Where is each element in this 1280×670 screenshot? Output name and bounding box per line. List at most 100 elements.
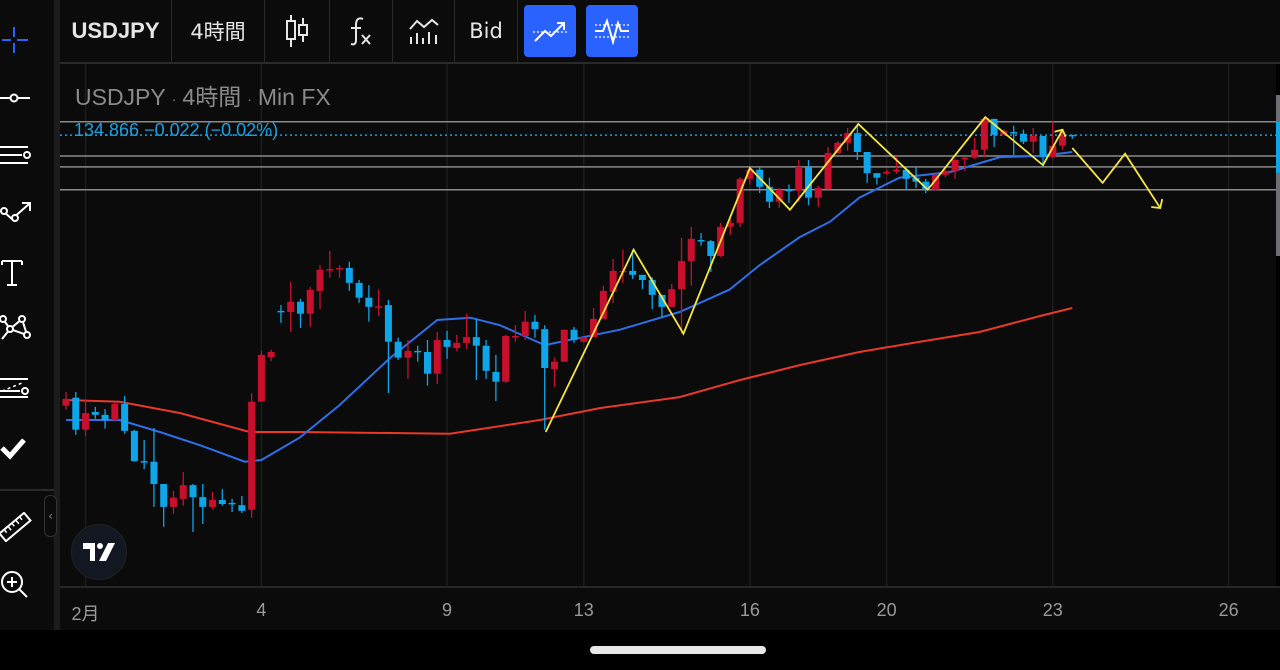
- legend-separator: ·: [171, 90, 177, 107]
- oscillator-button[interactable]: [586, 5, 638, 57]
- tool-parallel-lines[interactable]: [0, 132, 54, 182]
- candle-down: [101, 414, 109, 420]
- candle-down: [355, 282, 363, 298]
- tool-checkmark[interactable]: [0, 424, 54, 474]
- candle-down: [1068, 134, 1076, 137]
- candle-up: [463, 337, 471, 343]
- last-price-readout: 134.866 −0.022 (−0.02%): [74, 120, 279, 140]
- tool-ruler[interactable]: [0, 502, 54, 552]
- tradingview-logo[interactable]: [71, 524, 127, 580]
- candle-up: [551, 361, 558, 370]
- candle-down: [531, 321, 539, 330]
- candle-down: [697, 240, 705, 242]
- price-chart[interactable]: [60, 64, 1276, 586]
- candle-up: [687, 238, 695, 262]
- candle-down: [492, 372, 500, 382]
- fx-icon: [350, 17, 371, 46]
- line-volume-icon: [408, 18, 439, 44]
- candle-up: [971, 149, 979, 158]
- candle-up: [169, 497, 177, 507]
- candle-down: [296, 301, 304, 314]
- candle-up: [287, 301, 295, 312]
- projection-drawing: [1071, 147, 1161, 209]
- checkmark-icon: [0, 438, 26, 460]
- home-indicator[interactable]: [590, 646, 766, 654]
- candle-up: [82, 413, 90, 430]
- candle-down: [541, 329, 549, 368]
- tool-horizontal-line[interactable]: [0, 73, 54, 123]
- candle-up: [961, 157, 969, 160]
- candle-up: [1049, 145, 1057, 158]
- interval-button[interactable]: 4時間: [172, 0, 265, 62]
- candle-down: [384, 305, 392, 342]
- chart-type-button[interactable]: [265, 0, 330, 62]
- candle-up: [951, 160, 959, 171]
- candle-up: [511, 336, 519, 338]
- candle-up: [1059, 136, 1067, 146]
- collapse-toolbar-button[interactable]: ‹: [44, 495, 57, 537]
- symbol-button[interactable]: USDJPY: [60, 0, 172, 62]
- path-arrow-icon: [0, 202, 31, 222]
- candle-down: [863, 152, 871, 174]
- candle-up: [336, 268, 344, 270]
- candle-up: [209, 500, 217, 507]
- candle-up: [404, 350, 412, 358]
- candle-up: [590, 318, 598, 338]
- candle-down: [121, 404, 129, 431]
- candle-down: [1010, 132, 1018, 134]
- zigzag-arrowhead: [1054, 128, 1067, 138]
- candle-up: [678, 261, 686, 290]
- candle-down: [365, 297, 373, 307]
- price-source-button[interactable]: Bid: [455, 0, 518, 62]
- time-axis-label: 20: [876, 600, 897, 620]
- tradingview-logo-icon: [83, 543, 115, 561]
- candle-down: [853, 133, 861, 152]
- trend-arrow-icon: [533, 22, 567, 42]
- candle-down: [218, 500, 226, 504]
- candle-up: [375, 306, 383, 308]
- time-axis-label: 23: [1042, 600, 1063, 620]
- candle-down: [277, 310, 285, 313]
- candle-up: [267, 352, 275, 358]
- candle-up: [726, 222, 734, 227]
- candle-down: [902, 169, 910, 179]
- tool-crosshair[interactable]: [0, 15, 54, 65]
- tool-pattern[interactable]: [0, 305, 54, 355]
- toolbar-separator: [54, 0, 60, 630]
- candle-down: [658, 294, 666, 307]
- candle-up: [257, 354, 265, 402]
- tool-path-arrow[interactable]: [0, 188, 54, 238]
- pattern-icon: [0, 315, 31, 340]
- candle-up: [609, 270, 617, 292]
- oscillator-icon: [595, 17, 629, 45]
- candle-down: [873, 173, 881, 178]
- last-price-scale-marker: [1276, 122, 1280, 173]
- candle-up: [502, 336, 510, 382]
- candle-down: [922, 181, 930, 190]
- candle-down: [160, 484, 168, 507]
- tool-fib-levels[interactable]: [0, 365, 54, 415]
- candle-down: [629, 270, 637, 275]
- chart-legend: USDJPY · 4時間 · Min FX: [75, 78, 331, 112]
- tool-zoom-in[interactable]: [0, 560, 54, 610]
- candle-up: [316, 269, 324, 291]
- horizontal-line-icon: [0, 93, 30, 103]
- fast-moving-average-line: [66, 151, 1073, 463]
- candle-down: [765, 186, 773, 202]
- time-axis-label: 26: [1218, 600, 1239, 620]
- candle-down: [189, 485, 197, 498]
- price-scale-scrollbar[interactable]: [1276, 95, 1280, 256]
- candle-down: [414, 350, 422, 353]
- candle-down: [1019, 133, 1027, 142]
- tool-text[interactable]: [0, 248, 54, 298]
- candle-up: [746, 169, 754, 179]
- trend-overlay-button[interactable]: [524, 5, 576, 57]
- candle-down: [990, 118, 998, 135]
- chart-pane[interactable]: [60, 64, 1276, 586]
- time-axis-label: 16: [739, 600, 760, 620]
- zigzag-drawing: [544, 115, 1064, 433]
- indicators-button[interactable]: [330, 0, 393, 62]
- candle-down: [785, 189, 793, 192]
- time-axis[interactable]: 2月 4 9 13 16 20 23 26: [60, 586, 1280, 632]
- compare-button[interactable]: [393, 0, 455, 62]
